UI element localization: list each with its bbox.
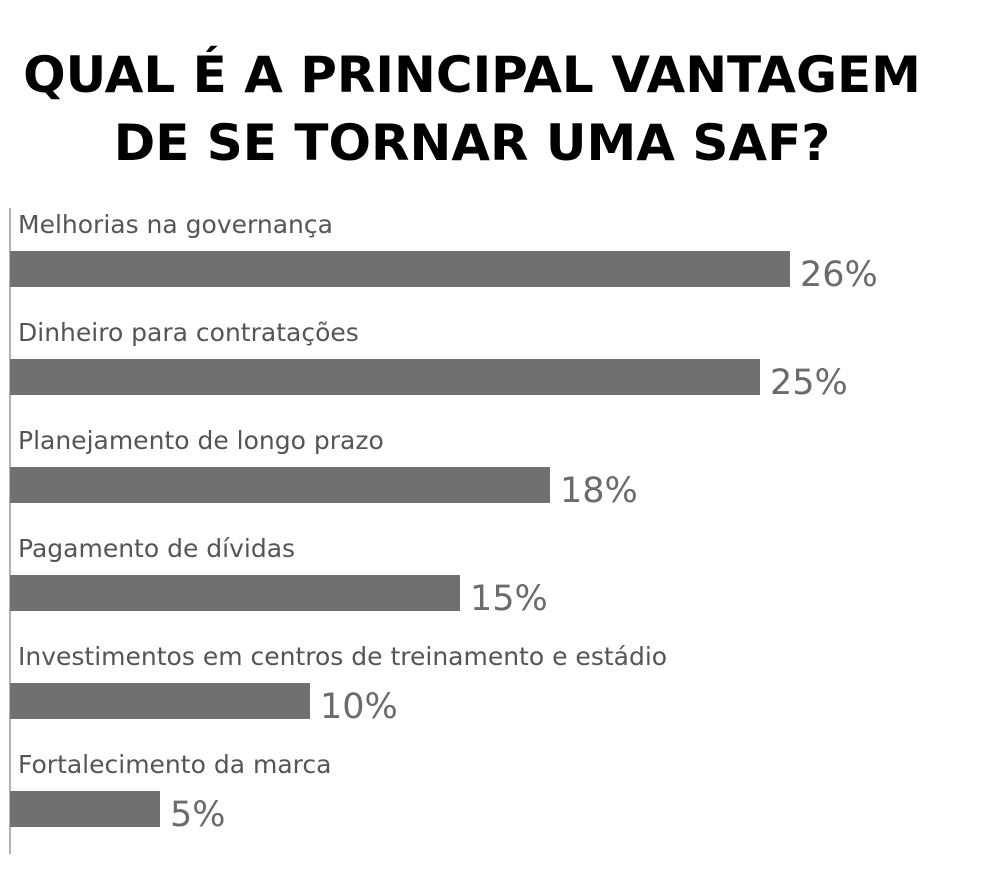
bar-row: Pagamento de dívidas 15% — [10, 534, 548, 619]
bar — [10, 251, 790, 287]
value-label: 25% — [770, 363, 848, 403]
category-label: Investimentos em centros de treinamento … — [18, 642, 667, 671]
value-label: 18% — [560, 471, 638, 511]
value-label: 5% — [170, 795, 226, 835]
value-label: 15% — [470, 579, 548, 619]
category-label: Planejamento de longo prazo — [18, 426, 384, 455]
bar-row: Planejamento de longo prazo 18% — [10, 426, 638, 511]
bar — [10, 467, 550, 503]
category-label: Dinheiro para contratações — [18, 318, 359, 347]
title-line-2: DE SE TORNAR UMA SAF? — [114, 114, 831, 172]
category-label: Fortalecimento da marca — [18, 750, 331, 779]
bar-row: Dinheiro para contratações 25% — [10, 318, 848, 403]
bar — [10, 575, 460, 611]
bar-row: Fortalecimento da marca 5% — [10, 750, 331, 835]
category-label: Melhorias na governança — [18, 210, 333, 239]
category-label: Pagamento de dívidas — [18, 534, 295, 563]
bar-row: Investimentos em centros de treinamento … — [10, 642, 667, 727]
title-line-1: QUAL É A PRINCIPAL VANTAGEM — [23, 45, 921, 104]
bar — [10, 791, 160, 827]
value-label: 10% — [320, 687, 398, 727]
chart-title: QUAL É A PRINCIPAL VANTAGEM DE SE TORNAR… — [23, 45, 921, 172]
bar-row: Melhorias na governança 26% — [10, 210, 878, 295]
bars-layer: Melhorias na governança 26% Dinheiro para … — [10, 210, 878, 835]
bar — [10, 359, 760, 395]
bar — [10, 683, 310, 719]
value-label: 26% — [800, 255, 878, 295]
